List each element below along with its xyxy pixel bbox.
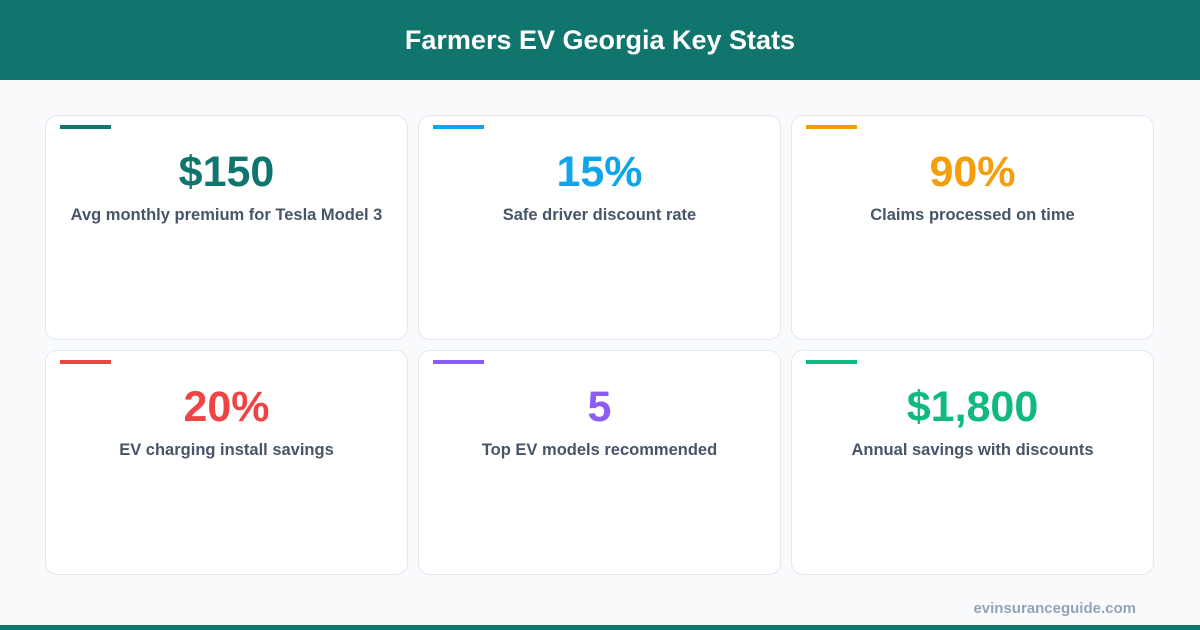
- stat-card: $1,800 Annual savings with discounts: [791, 350, 1154, 575]
- stat-card: $150 Avg monthly premium for Tesla Model …: [45, 115, 408, 340]
- accent-bar: [433, 360, 484, 364]
- stat-card: 20% EV charging install savings: [45, 350, 408, 575]
- page-title: Farmers EV Georgia Key Stats: [404, 24, 796, 55]
- stat-value: $1,800: [906, 383, 1039, 431]
- header: Farmers EV Georgia Key Stats: [0, 0, 1200, 80]
- stat-value: 20%: [183, 383, 270, 431]
- stat-label: Claims processed on time: [870, 206, 1075, 224]
- accent-bar: [60, 125, 111, 129]
- accent-bar: [806, 125, 857, 129]
- accent-bar: [433, 125, 484, 129]
- stat-value: 15%: [556, 148, 643, 196]
- stat-value: 90%: [929, 148, 1016, 196]
- accent-bar: [806, 360, 857, 364]
- stat-label: Annual savings with discounts: [851, 441, 1094, 459]
- site-footer-text: evinsuranceguide.com: [973, 600, 1136, 617]
- bottom-bar: [0, 625, 1200, 630]
- stat-card: 15% Safe driver discount rate: [418, 115, 781, 340]
- stat-value: 5: [587, 383, 612, 431]
- stat-label: EV charging install savings: [119, 441, 334, 459]
- stat-label: Safe driver discount rate: [502, 206, 697, 224]
- stat-card: 5 Top EV models recommended: [418, 350, 781, 575]
- stat-card: 90% Claims processed on time: [791, 115, 1154, 340]
- stat-value: $150: [178, 148, 275, 196]
- accent-bar: [60, 360, 111, 364]
- stat-label: Avg monthly premium for Tesla Model 3: [70, 206, 383, 224]
- stat-label: Top EV models recommended: [481, 441, 718, 459]
